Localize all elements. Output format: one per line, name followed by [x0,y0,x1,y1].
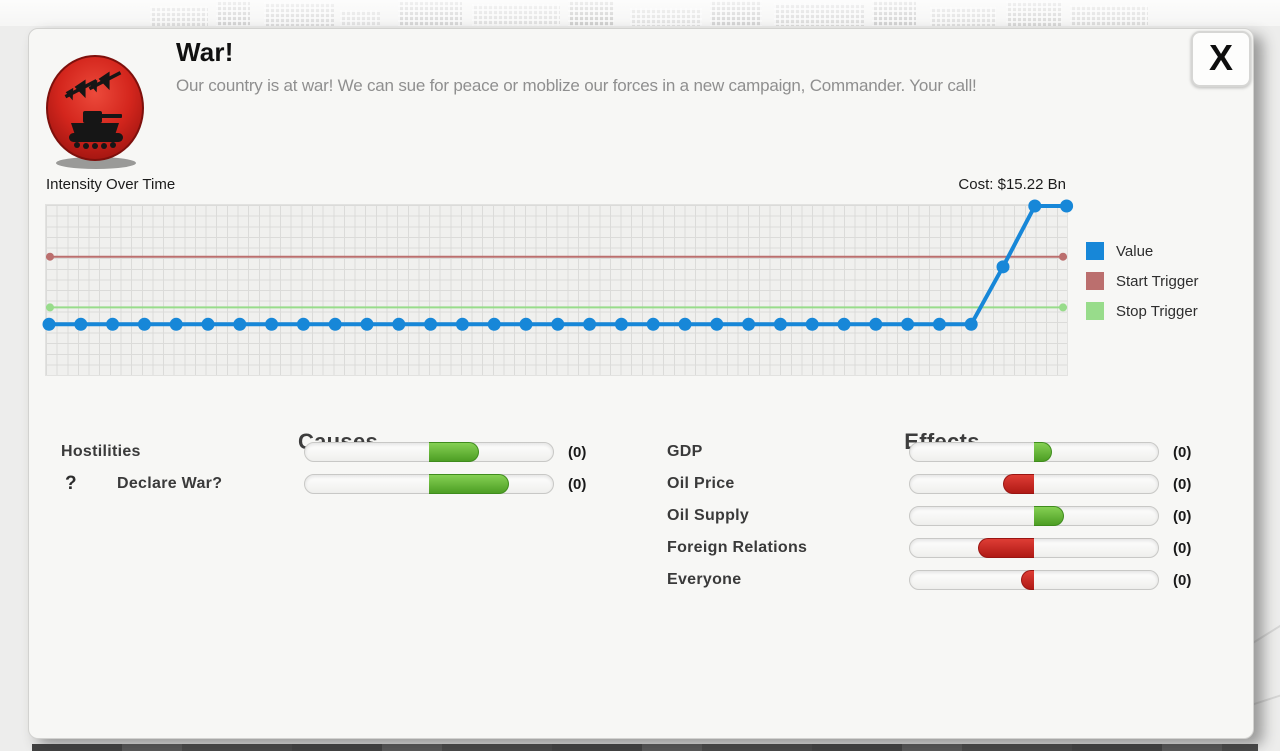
legend-item-stop-trigger: Stop Trigger [1086,296,1199,326]
stat-label: Declare War? [117,475,223,492]
stat-slider-track[interactable] [304,474,554,494]
chart-title: Intensity Over Time [46,176,176,193]
stat-slider-track[interactable] [909,506,1159,526]
stat-row: Oil Price (0) [667,468,1191,500]
stat-value: (0) [1173,539,1192,557]
planes-silhouette-icon [64,71,122,101]
effects-rows: GDP (0) Oil Price (0) Oil Supply (0) For… [667,436,1191,596]
start-trigger-swatch-icon [1086,272,1104,290]
tank-silhouette-icon [69,111,123,149]
stat-slider-fill [1034,442,1052,462]
stat-row: Everyone (0) [667,564,1191,596]
value-swatch-icon [1086,242,1104,260]
stat-label: Oil Price [667,475,735,492]
close-button[interactable]: X [1191,31,1251,87]
chart-cost-label: Cost: $15.22 Bn [958,176,1066,193]
stat-slider-track[interactable] [909,538,1159,558]
causes-rows: Hostilities (0) ? Declare War? (0) [61,436,586,500]
stat-slider-track[interactable] [909,474,1159,494]
stat-row: Hostilities (0) [61,436,586,468]
stat-label: Foreign Relations [667,539,808,556]
chart-legend: Value Start Trigger Stop Trigger [1086,236,1199,326]
chart-plot-area [42,199,1074,331]
help-question-icon[interactable]: ? [65,473,77,494]
stat-label: Hostilities [61,443,141,460]
stat-slider-fill [978,538,1034,558]
city-skyline-background [0,0,1280,26]
stat-value: (0) [1173,475,1192,493]
stat-label: GDP [667,443,703,460]
stat-slider-track[interactable] [304,442,554,462]
legend-item-start-trigger: Start Trigger [1086,266,1199,296]
stat-label: Everyone [667,571,742,588]
stat-slider-fill [1003,474,1034,494]
stat-slider-fill [1034,506,1064,526]
stat-row: Foreign Relations (0) [667,532,1191,564]
war-dialog: War! Our country is at war! We can sue f… [28,28,1254,739]
stat-row: Oil Supply (0) [667,500,1191,532]
intensity-chart [42,199,1074,376]
stat-slider-fill [429,474,509,494]
stat-value: (0) [1173,443,1192,461]
bottom-toolbar-strip [32,744,1258,751]
stat-value: (0) [568,475,587,493]
dialog-title: War! [176,37,234,67]
icon-shadow [56,157,136,169]
stop-trigger-swatch-icon [1086,302,1104,320]
stat-row: ? Declare War? (0) [61,468,586,500]
background-streak [1251,557,1280,645]
skyline-fade-overlay [0,0,1280,26]
stat-slider-track[interactable] [909,442,1159,462]
stat-value: (0) [1173,571,1192,589]
stat-slider-fill [429,442,479,462]
stat-slider-fill [1021,570,1034,590]
legend-item-value: Value [1086,236,1199,266]
war-icon [43,53,153,171]
dialog-description: Our country is at war! We can sue for pe… [176,76,977,95]
stat-label: Oil Supply [667,507,750,524]
stat-value: (0) [1173,507,1192,525]
stat-value: (0) [568,443,587,461]
stat-row: GDP (0) [667,436,1191,468]
stat-slider-track[interactable] [909,570,1159,590]
